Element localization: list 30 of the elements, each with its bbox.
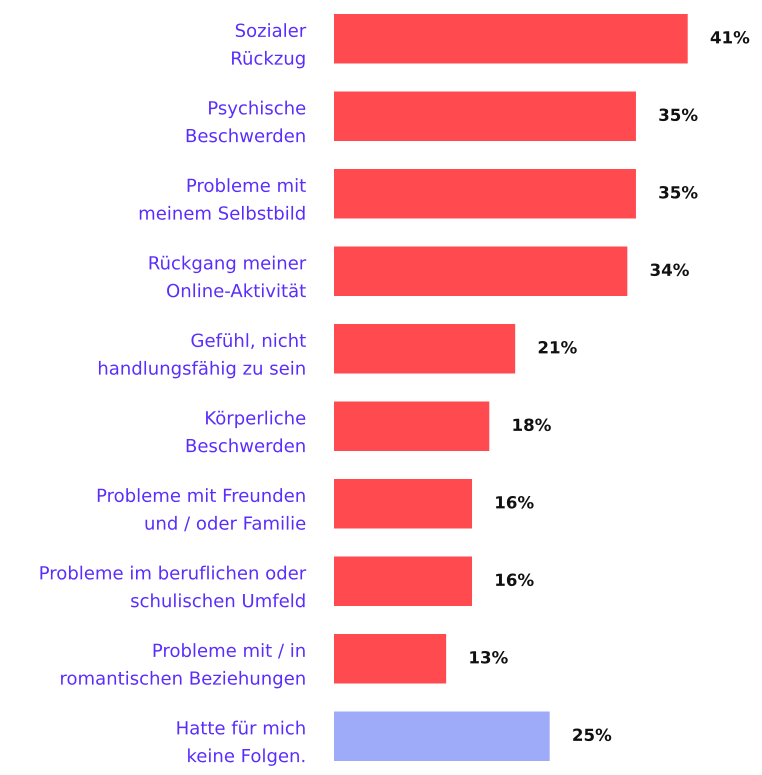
y-tick-label: Gefühl, nicht handlungsfähig zu sein [98, 333, 306, 378]
bar [334, 246, 628, 296]
bar [334, 478, 472, 529]
data-label: 21% [538, 340, 577, 354]
y-tick-label: Hatte für mich keine Folgen. [177, 720, 305, 766]
y-tick-label: Probleme mit meinem Selbstbild [140, 178, 306, 220]
y-tick-label: Probleme mit Freunden und / oder Familie [98, 488, 306, 532]
data-label: 18% [513, 418, 551, 432]
data-label: 41% [710, 30, 750, 44]
bar [334, 634, 446, 684]
data-label: 25% [573, 728, 612, 742]
y-tick-label: Probleme mit / in romantischen Beziehungen [61, 643, 305, 688]
bar [334, 324, 516, 374]
data-label: 16% [496, 496, 534, 509]
bar [334, 401, 490, 452]
data-label: 35% [659, 186, 698, 199]
bar [334, 14, 688, 64]
y-tick-label: Körperliche Beschwerden [186, 410, 306, 452]
bar [334, 556, 472, 606]
bar [334, 711, 550, 762]
y-tick-label: Probleme im beruflichen oder schulischen Umfeld [40, 566, 306, 608]
y-tick-label: Psychische Beschwerden [186, 100, 306, 142]
y-tick-label: Sozialer Rückzug [232, 23, 306, 68]
data-label: 13% [470, 650, 508, 664]
bar [334, 91, 636, 142]
data-label: 34% [650, 263, 689, 276]
bar [334, 168, 636, 219]
y-tick-label: Rückgang meiner Online-Aktivität [150, 256, 306, 298]
data-label: 16% [496, 573, 534, 586]
data-label: 35% [659, 108, 698, 122]
